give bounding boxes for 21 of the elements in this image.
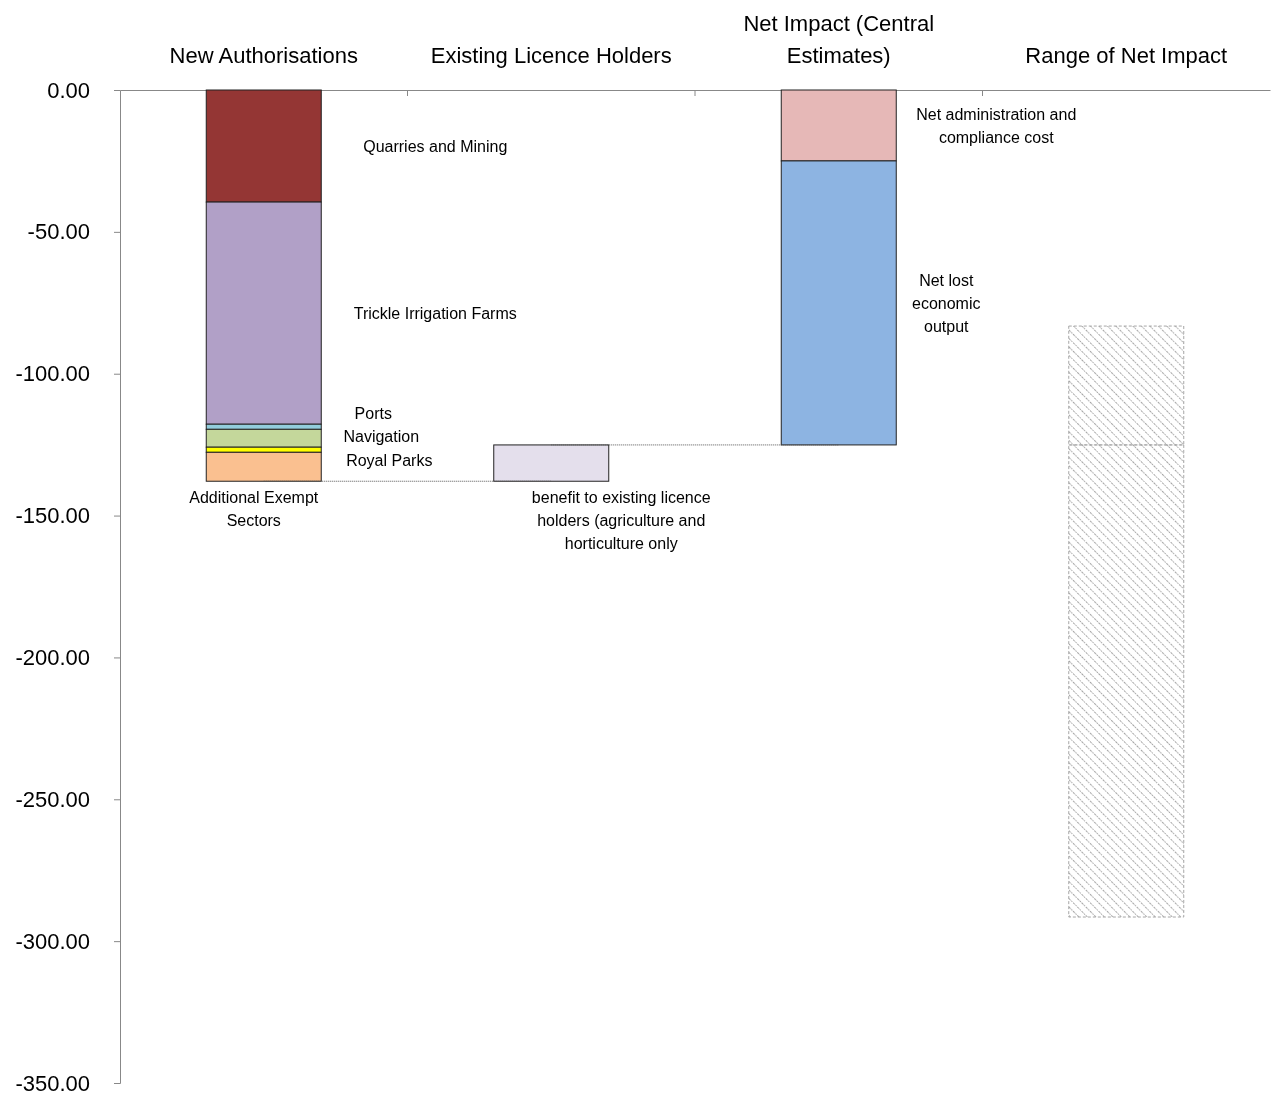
series-label: benefit to existing licence holders (agriculture and horticulture only [531,489,711,553]
y-tick-label: -300.00 [15,928,90,954]
text: Quarries and Mining [363,138,508,156]
y-tick-label: 0.00 [47,77,90,103]
series-label: Net administration and compliance cost [916,105,1077,146]
y-tick-label: -50.00 [27,219,90,245]
series-label: Royal Parks [346,451,433,469]
series-label: Additional Exempt Sectors [189,489,319,530]
y-tick-label: -250.00 [15,786,90,812]
x-tick-label: New Authorisations [169,43,358,68]
text: Trickle Irrigation Farms [353,305,517,323]
y-tick-label: -200.00 [15,644,90,670]
x-tick-label: Existing Licence Holders [430,43,672,68]
text: Ports [354,404,392,422]
series-label: Navigation [343,428,420,446]
y-tick-label: -150.00 [15,503,90,529]
y-tick-label: -350.00 [15,1070,90,1096]
x-tick-label: Net Impact (Central Estimates) [743,11,935,68]
y-tick-label: -100.00 [15,361,90,387]
x-tick-label: Range of Net Impact [1025,43,1228,68]
series-label: Net lost economic output [912,271,981,335]
